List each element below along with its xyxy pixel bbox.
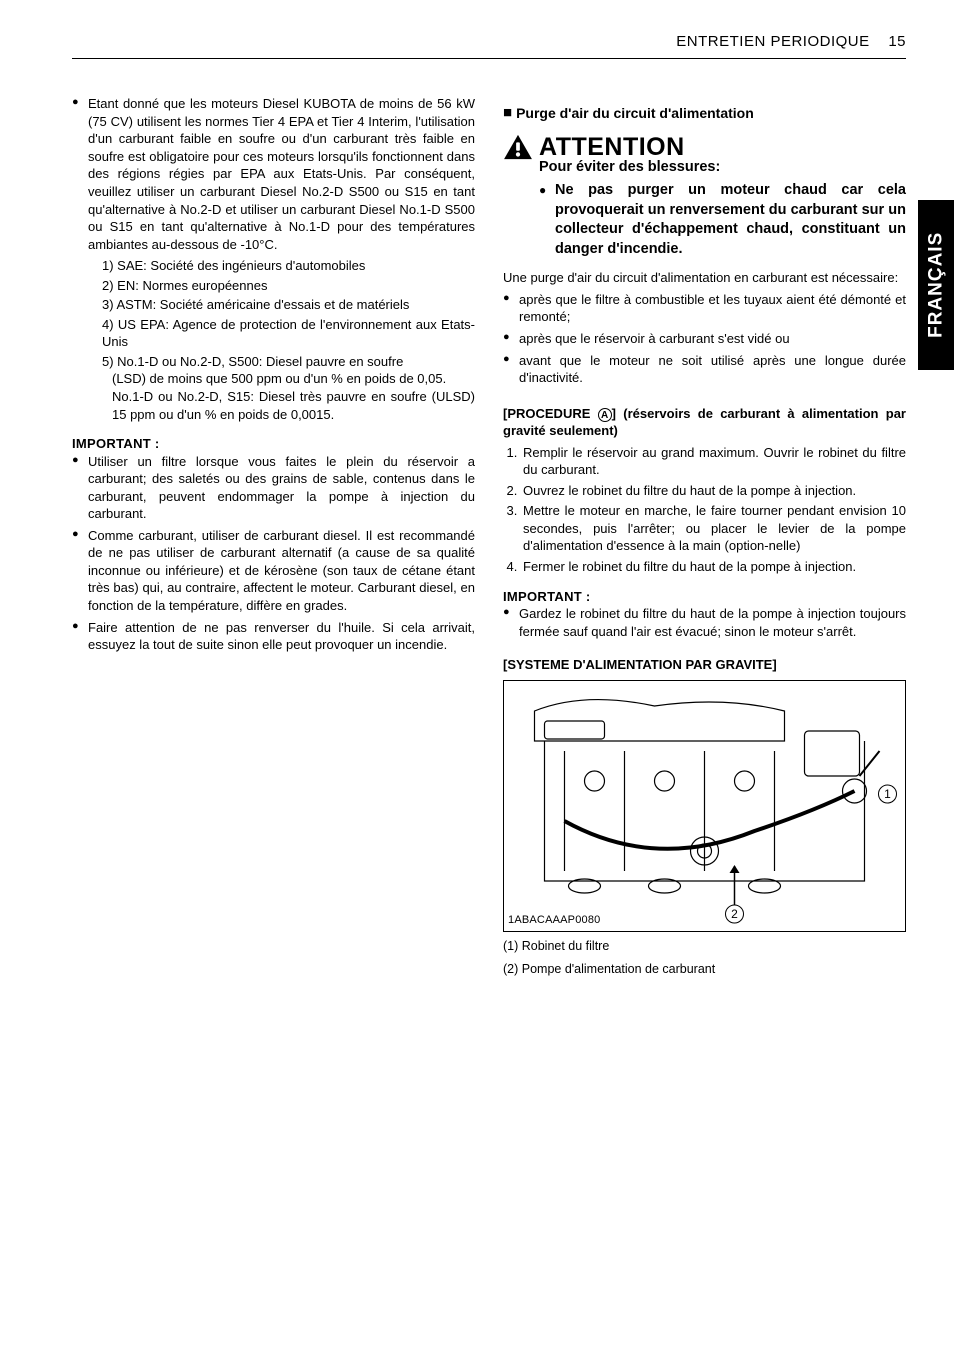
def-item: 4) US EPA: Agence de protection de l'env…: [102, 316, 475, 351]
language-tab-label: FRANÇAIS: [923, 232, 949, 338]
svg-text:1: 1: [884, 787, 891, 801]
warning-icon: [503, 134, 533, 160]
def-item-5: 5) No.1-D ou No.2-D, S500: Diesel pauvre…: [88, 353, 475, 423]
proc-head-pre: [PROCEDURE: [503, 406, 598, 421]
left-column: Etant donné que les moteurs Diesel KUBOT…: [72, 95, 475, 977]
procedure-heading: [PROCEDURE A] (réservoirs de carburant à…: [503, 405, 906, 440]
attention-block: ATTENTION Pour éviter des blessures: Ne …: [503, 134, 906, 260]
important-item: Utiliser un filtre lorsque vous faites l…: [72, 453, 475, 523]
purge-intro: Une purge d'air du circuit d'alimentatio…: [503, 269, 906, 287]
content-columns: Etant donné que les moteurs Diesel KUBOT…: [72, 95, 906, 977]
purge-item: après que le réservoir à carburant s'est…: [503, 330, 906, 348]
intro-list: Etant donné que les moteurs Diesel KUBOT…: [72, 95, 475, 423]
definitions-list: 1) SAE: Société des ingénieurs d'automob…: [88, 257, 475, 351]
figure-caption-2: (2) Pompe d'alimentation de carburant: [503, 961, 906, 978]
important-list: Utiliser un filtre lorsque vous faites l…: [72, 453, 475, 654]
intro-bullet: Etant donné que les moteurs Diesel KUBOT…: [72, 95, 475, 423]
def-item: 2) EN: Normes européennes: [102, 277, 475, 295]
purge-item: avant que le moteur ne soit utilisé aprè…: [503, 352, 906, 387]
proc-step: Remplir le réservoir au grand maximum. O…: [521, 444, 906, 479]
procedure-steps: Remplir le réservoir au grand maximum. O…: [503, 444, 906, 576]
def-item: 1) SAE: Société des ingénieurs d'automob…: [102, 257, 475, 275]
right-column: Purge d'air du circuit d'alimentation AT…: [503, 95, 906, 977]
important-label-2: IMPORTANT :: [503, 588, 906, 606]
attention-header: ATTENTION: [503, 134, 906, 160]
purge-item: après que le filtre à combustible et les…: [503, 291, 906, 326]
proc-step: Mettre le moteur en marche, le faire tou…: [521, 502, 906, 555]
attention-word: ATTENTION: [539, 135, 685, 160]
attention-bullets: Ne pas purger un moteur chaud car cela p…: [503, 181, 906, 259]
figure-box: 1 2 1ABACAAAP0080: [503, 680, 906, 932]
language-tab: FRANÇAIS: [918, 200, 954, 370]
def-item: 3) ASTM: Société américaine d'essais et …: [102, 296, 475, 314]
important-label: IMPORTANT :: [72, 435, 475, 453]
circled-letter: A: [598, 408, 612, 422]
important-item: Comme carburant, utiliser de carburant d…: [72, 527, 475, 615]
def5-line3: No.1-D ou No.2-D, S15: Diesel très pauvr…: [102, 388, 475, 423]
intro-text: Etant donné que les moteurs Diesel KUBOT…: [88, 96, 475, 251]
section-title-text: Purge d'air du circuit d'alimentation: [516, 104, 754, 123]
header-title: ENTRETIEN PERIODIQUE: [676, 33, 869, 50]
section-title: Purge d'air du circuit d'alimentation: [503, 103, 906, 123]
proc-step: Fermer le robinet du filtre du haut de l…: [521, 558, 906, 576]
page-header: ENTRETIEN PERIODIQUE 15: [72, 32, 906, 59]
def5-line1: 5) No.1-D ou No.2-D, S500: Diesel pauvre…: [102, 353, 475, 371]
figure-label: 1ABACAAAP0080: [508, 913, 601, 928]
attention-subtitle: Pour éviter des blessures:: [539, 158, 906, 178]
purge-list: après que le filtre à combustible et les…: [503, 291, 906, 387]
system-heading: [SYSTEME D'ALIMENTATION PAR GRAVITE]: [503, 656, 906, 674]
important-item: Gardez le robinet du filtre du haut de l…: [503, 605, 906, 640]
proc-step: Ouvrez le robinet du filtre du haut de l…: [521, 482, 906, 500]
important-list-2: Gardez le robinet du filtre du haut de l…: [503, 605, 906, 640]
attention-bullet: Ne pas purger un moteur chaud car cela p…: [539, 181, 906, 259]
engine-diagram-icon: 1 2: [504, 681, 905, 931]
figure-caption-1: (1) Robinet du filtre: [503, 938, 906, 955]
svg-text:2: 2: [731, 907, 738, 921]
def5-line2: (LSD) de moins que 500 ppm ou d'un % en …: [102, 370, 475, 388]
page-number: 15: [888, 33, 906, 50]
important-item: Faire attention de ne pas renverser du l…: [72, 619, 475, 654]
